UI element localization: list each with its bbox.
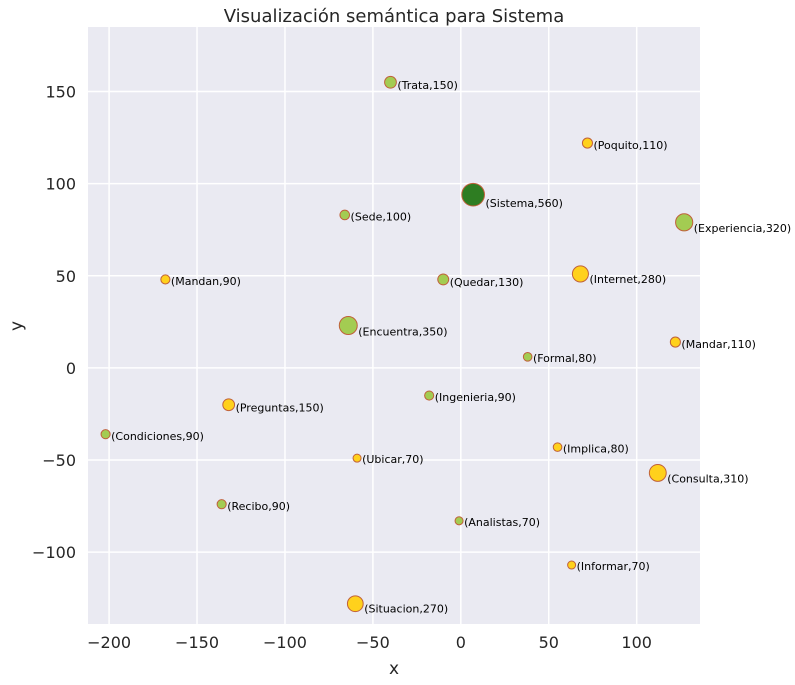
data-point bbox=[160, 274, 171, 285]
x-tick-label: −50 bbox=[356, 633, 390, 652]
data-point bbox=[567, 560, 577, 570]
plot-area bbox=[88, 27, 700, 624]
data-point-label: (Analistas,70) bbox=[464, 516, 540, 529]
data-point-label: (Condiciones,90) bbox=[111, 430, 204, 443]
x-tick-label: 100 bbox=[621, 633, 652, 652]
data-point bbox=[100, 429, 111, 440]
x-tick-label: 0 bbox=[456, 633, 466, 652]
data-point bbox=[437, 273, 450, 286]
y-tick-label: 150 bbox=[45, 82, 76, 101]
y-tick-label: 100 bbox=[45, 175, 76, 194]
data-point bbox=[552, 442, 563, 452]
y-tick-label: −50 bbox=[42, 451, 76, 470]
data-point bbox=[522, 352, 533, 362]
data-point bbox=[461, 182, 485, 207]
data-point-label: (Internet,280) bbox=[589, 273, 666, 286]
data-point-label: (Poquito,110) bbox=[593, 139, 667, 152]
data-point-label: (Consulta,310) bbox=[667, 472, 748, 485]
data-point bbox=[571, 265, 589, 283]
data-point-label: (Implica,80) bbox=[563, 442, 629, 455]
y-tick-label: −100 bbox=[32, 543, 76, 562]
data-points: (Sistema,560) (Trata,150) (Poquito,110) (Se… bbox=[100, 75, 791, 616]
data-point bbox=[669, 336, 681, 348]
chart-title: Visualización semántica para Sistema bbox=[224, 6, 565, 27]
grid bbox=[88, 27, 700, 624]
data-point bbox=[346, 595, 364, 613]
data-point bbox=[222, 398, 236, 412]
data-point-label: (Trata,150) bbox=[397, 79, 458, 92]
x-axis-ticks: −200 −150 −100 −50 0 50 100 bbox=[87, 633, 652, 652]
y-axis-ticks: −100 −50 0 50 100 150 bbox=[32, 82, 76, 562]
x-tick-label: −100 bbox=[263, 633, 307, 652]
data-point-label: (Situacion,270) bbox=[364, 603, 448, 616]
y-tick-label: 0 bbox=[66, 359, 76, 378]
data-point bbox=[352, 453, 362, 463]
x-axis-label: x bbox=[389, 659, 399, 679]
data-point bbox=[675, 213, 694, 232]
x-tick-label: −150 bbox=[175, 633, 219, 652]
data-point-label: (Ubicar,70) bbox=[362, 453, 423, 466]
data-point-label: (Mandar,110) bbox=[681, 338, 756, 351]
data-point bbox=[384, 75, 397, 89]
data-point-label: (Informar,70) bbox=[577, 560, 650, 573]
data-point bbox=[216, 499, 227, 510]
data-point bbox=[454, 516, 464, 526]
data-point bbox=[648, 463, 667, 482]
data-point-label: (Formal,80) bbox=[533, 352, 597, 365]
data-point-label: (Sistema,560) bbox=[485, 197, 562, 210]
data-point-label: (Sede,100) bbox=[351, 211, 412, 224]
data-point bbox=[339, 209, 351, 221]
x-tick-label: 50 bbox=[539, 633, 559, 652]
data-point bbox=[581, 137, 593, 149]
data-point-label: (Mandan,90) bbox=[171, 275, 241, 288]
data-point-label: (Quedar,130) bbox=[450, 276, 524, 289]
data-point-label: (Experiencia,320) bbox=[694, 222, 791, 235]
data-point-label: (Encuentra,350) bbox=[358, 325, 447, 338]
data-point bbox=[338, 316, 358, 335]
data-point-label: (Preguntas,150) bbox=[236, 402, 324, 415]
y-axis-label: y bbox=[7, 321, 27, 331]
data-point-label: (Recibo,90) bbox=[227, 500, 290, 513]
data-point-label: (Ingenieria,90) bbox=[435, 391, 516, 404]
data-point bbox=[424, 390, 435, 401]
x-tick-label: −200 bbox=[87, 633, 131, 652]
y-tick-label: 50 bbox=[56, 267, 76, 286]
